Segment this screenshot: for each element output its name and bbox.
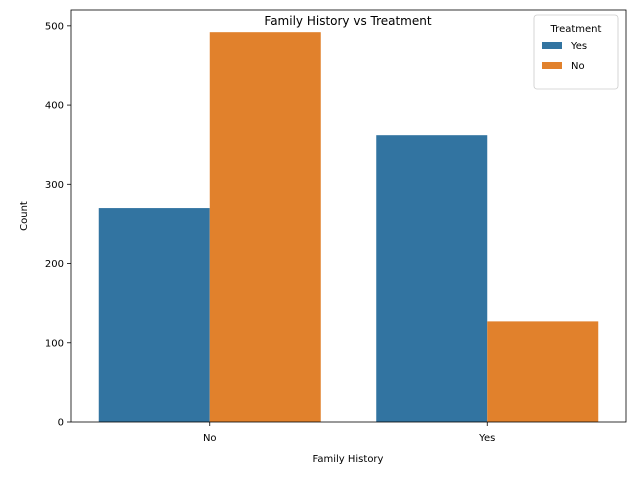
- bar-no-treatment-no: [209, 32, 321, 422]
- legend-swatch-no: [542, 62, 562, 69]
- y-tick-label: 300: [45, 180, 64, 191]
- legend-items: Yes No: [542, 41, 587, 72]
- plot-frame: [70, 9, 627, 423]
- bar-no-treatment-yes: [98, 208, 210, 422]
- legend-label-yes: Yes: [570, 41, 587, 52]
- legend-label-no: No: [571, 61, 585, 72]
- bars: [98, 32, 599, 422]
- y-tick-label: 0: [58, 418, 64, 429]
- y-tick-label: 500: [45, 21, 64, 32]
- bar-yes-treatment-yes: [376, 135, 488, 422]
- bar-yes-treatment-no: [487, 321, 599, 422]
- x-axis: No Yes: [203, 422, 495, 444]
- x-tick-label: Yes: [478, 433, 495, 444]
- x-axis-label: Family History: [313, 454, 384, 465]
- y-tick-label: 400: [45, 101, 64, 112]
- legend-title: Treatment: [550, 24, 602, 35]
- chart-title: Family History vs Treatment: [264, 14, 431, 28]
- y-tick-label: 200: [45, 259, 64, 270]
- y-tick-label: 100: [45, 338, 64, 349]
- legend-box: [533, 14, 619, 90]
- legend: Treatment Yes No: [533, 14, 619, 90]
- x-tick-label: No: [203, 433, 217, 444]
- y-axis: 0 100 200 300 400 500: [45, 21, 71, 429]
- legend-swatch-yes: [542, 42, 562, 49]
- y-axis-label: Count: [19, 201, 30, 231]
